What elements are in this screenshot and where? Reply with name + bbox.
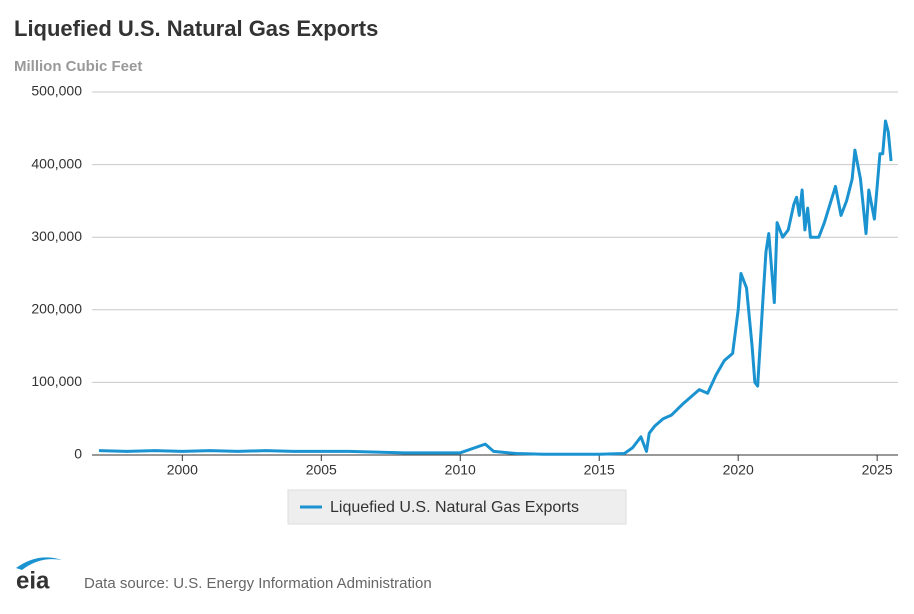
legend-box (287, 489, 627, 525)
x-tick-label: 2005 (306, 462, 337, 478)
legend-label: Liquefied U.S. Natural Gas Exports (330, 499, 579, 516)
source-note: Data source: U.S. Energy Information Adm… (84, 575, 432, 592)
logo: eia (16, 557, 62, 594)
x-tick-label: 2020 (723, 462, 754, 478)
logo-swoosh (16, 557, 62, 570)
plot-area: 0 100,000 200,000 300,000 400,000 500,000 2000… (31, 83, 898, 478)
chart-subtitle: Million Cubic Feet (14, 58, 142, 75)
x-tick-label: 2025 (862, 462, 893, 478)
y-tick-label: 0 (74, 446, 82, 462)
y-tick-label: 300,000 (31, 228, 82, 244)
chart-title: Liquefied U.S. Natural Gas Exports (14, 16, 378, 41)
y-tick-label: 400,000 (31, 155, 82, 171)
y-tick-label: 200,000 (31, 301, 82, 317)
logo-text: eia (16, 567, 50, 594)
y-tick-label: 500,000 (31, 83, 82, 99)
x-tick-label: 2015 (584, 462, 615, 478)
data-line (98, 119, 893, 456)
y-tick-label: 100,000 (31, 373, 82, 389)
x-tick-label: 2000 (167, 462, 198, 478)
x-tick-label: 2010 (445, 462, 476, 478)
